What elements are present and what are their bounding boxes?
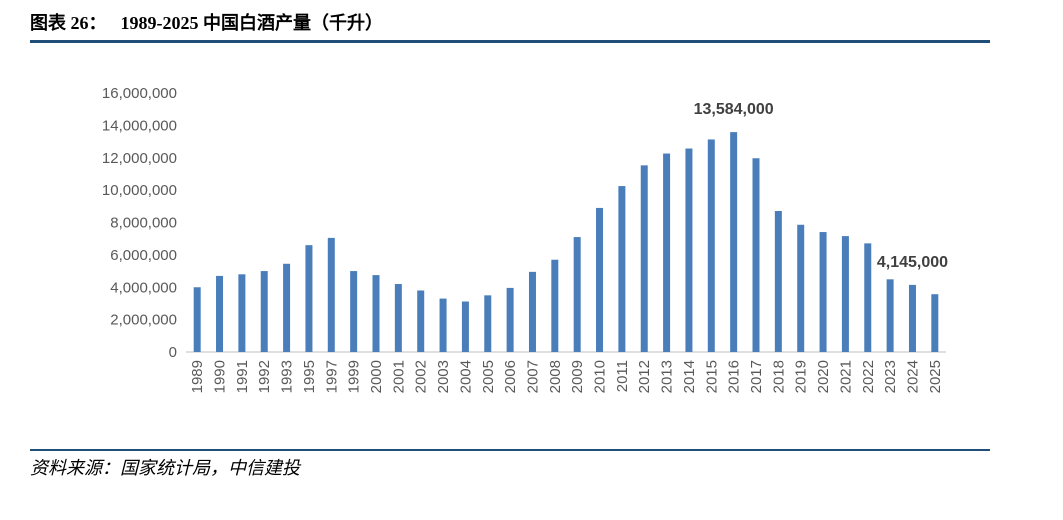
- bar: [439, 298, 447, 352]
- figure-title: 图表 26： 1989-2025 中国白酒产量（千升）: [30, 9, 990, 37]
- y-tick-label: 0: [169, 344, 177, 361]
- bar: [216, 275, 224, 352]
- bar: [908, 284, 916, 352]
- y-tick-label: 6,000,000: [110, 247, 177, 264]
- data-label: 4,145,000: [877, 254, 948, 271]
- x-tick-label: 1989: [189, 360, 206, 393]
- x-tick-label: 2023: [882, 360, 899, 393]
- y-tick-label: 8,000,000: [110, 215, 177, 232]
- x-tick-label: 2008: [547, 360, 564, 393]
- x-tick-label: 2018: [770, 360, 787, 393]
- data-label: 13,584,000: [694, 101, 774, 118]
- x-tick-label: 2005: [480, 360, 497, 393]
- x-tick-label: 2017: [748, 360, 765, 393]
- bar: [707, 139, 715, 352]
- x-tick-label: 2019: [793, 360, 810, 393]
- x-tick-label: 1997: [323, 360, 340, 393]
- bar: [528, 271, 536, 352]
- bar: [931, 294, 939, 352]
- x-tick-label: 2020: [815, 360, 832, 393]
- header-rule: [30, 40, 990, 43]
- x-tick-label: 1990: [212, 360, 229, 393]
- bar: [819, 232, 827, 352]
- bar: [596, 207, 604, 352]
- bar: [193, 287, 201, 352]
- bar: [350, 271, 358, 352]
- x-tick-label: 2007: [524, 360, 541, 393]
- x-tick-label: 2016: [726, 360, 743, 393]
- y-tick-label: 10,000,000: [102, 182, 177, 199]
- x-tick-label: 2000: [368, 360, 385, 393]
- x-tick-label: 2006: [502, 360, 519, 393]
- x-tick-label: 1992: [256, 360, 273, 393]
- x-tick-label: 2013: [659, 360, 676, 393]
- x-tick-label: 2001: [390, 360, 407, 393]
- x-tick-label: 1995: [301, 360, 318, 393]
- bar: [685, 148, 693, 352]
- bar: [506, 287, 514, 352]
- x-tick-label: 2022: [860, 360, 877, 393]
- bar: [484, 295, 492, 352]
- x-tick-label: 2011: [614, 360, 631, 392]
- x-tick-label: 1991: [234, 360, 251, 393]
- bar: [573, 237, 581, 352]
- bar: [327, 237, 335, 352]
- bar: [797, 224, 805, 352]
- x-tick-label: 2004: [457, 360, 474, 393]
- y-tick-label: 2,000,000: [110, 312, 177, 329]
- y-tick-label: 16,000,000: [102, 85, 177, 102]
- bar: [663, 153, 671, 352]
- x-tick-label: 1999: [346, 360, 363, 393]
- bar: [372, 275, 380, 352]
- bar: [305, 245, 313, 352]
- x-tick-label: 2012: [636, 360, 653, 393]
- x-tick-label: 2010: [592, 360, 609, 393]
- x-tick-label: 1993: [279, 360, 296, 393]
- x-tick-label: 2014: [681, 360, 698, 393]
- figure-number: 图表 26：: [30, 13, 107, 33]
- x-tick-label: 2021: [837, 360, 854, 393]
- bar: [394, 284, 402, 352]
- figure-title-text: 1989-2025 中国白酒产量（千升）: [120, 13, 384, 33]
- bar: [886, 279, 894, 352]
- x-tick-label: 2024: [904, 360, 921, 393]
- bar: [461, 301, 469, 352]
- bar-chart: 0 2,000,000 4,000,000 6,000,000 8,000,000 10,…: [102, 85, 948, 393]
- x-tick-label: 2002: [413, 360, 430, 393]
- y-tick-label: 4,000,000: [110, 279, 177, 296]
- bar: [618, 186, 626, 352]
- bar: [551, 259, 559, 352]
- footer-rule: [30, 449, 990, 451]
- bar: [864, 243, 872, 352]
- bar: [238, 274, 246, 352]
- y-tick-label: 14,000,000: [102, 117, 177, 134]
- bar: [774, 211, 782, 352]
- y-tick-label: 12,000,000: [102, 150, 177, 167]
- bar: [730, 132, 738, 352]
- x-tick-label: 2003: [435, 360, 452, 393]
- x-tick-label: 2015: [703, 360, 720, 393]
- bar: [283, 263, 291, 352]
- bar: [640, 165, 648, 352]
- bar: [752, 158, 760, 352]
- source-note: 资料来源：国家统计局，中信建投: [30, 458, 300, 478]
- bar: [260, 271, 268, 352]
- x-tick-label: 2009: [569, 360, 586, 393]
- x-tick-label: 2025: [927, 360, 944, 393]
- bar: [417, 290, 425, 352]
- figure-header: 图表 26： 1989-2025 中国白酒产量（千升）: [30, 9, 990, 41]
- bar: [841, 236, 849, 352]
